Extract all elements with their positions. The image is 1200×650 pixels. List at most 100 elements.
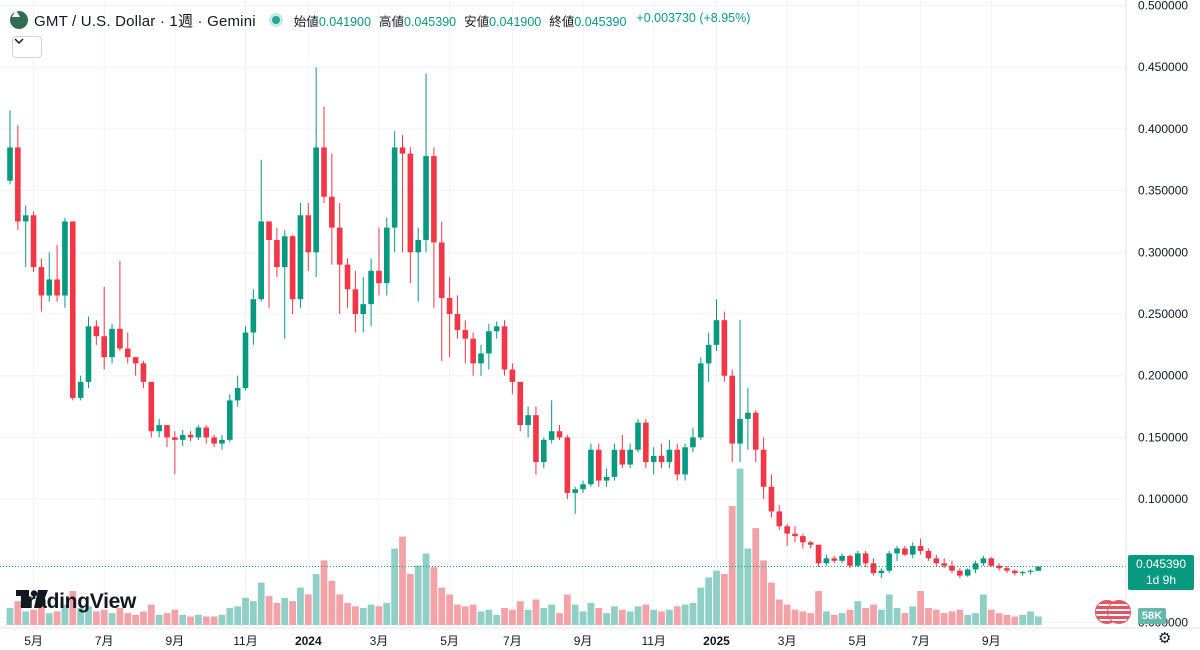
volume-bar (108, 613, 116, 625)
candle-body (698, 363, 704, 438)
volume-bar (516, 601, 524, 625)
candle-body (117, 328, 123, 349)
volume-bar (815, 591, 822, 625)
candle-body (870, 563, 877, 574)
candle-body (250, 299, 257, 333)
volume-bar (658, 611, 665, 625)
candle-body (85, 326, 92, 382)
volume-bar (595, 608, 603, 625)
candle-body (949, 565, 955, 571)
volume-bar (406, 574, 414, 625)
y-tick-label: 0.450000 (1138, 60, 1188, 74)
volume-bar (375, 606, 383, 625)
volume-bar (265, 596, 273, 625)
settings-gear-icon[interactable]: ⚙ (1158, 630, 1172, 647)
candle-body (988, 558, 995, 566)
collapse-legend-button[interactable] (12, 36, 42, 58)
volume-bar (61, 604, 69, 625)
volume-bar (422, 553, 430, 625)
candle-body (391, 147, 398, 228)
volume-bar (587, 602, 595, 625)
volume-bar (634, 606, 642, 625)
candle-body (776, 511, 783, 527)
candle-body (752, 412, 759, 450)
ohlc-high: 高値0.045390 (378, 14, 457, 29)
candle-body (195, 427, 202, 438)
y-tick-label: 0.350000 (1138, 184, 1188, 198)
candle-body (980, 558, 987, 564)
volume-bar (383, 602, 391, 625)
x-tick-label: 9月 (982, 634, 1001, 648)
candle-body (705, 344, 712, 364)
candle-body (815, 544, 822, 564)
candle-body (281, 236, 288, 268)
price-change: +0.003730 (+8.95%) (636, 10, 751, 25)
candle-body (297, 215, 304, 300)
volume-bar (948, 611, 956, 625)
y-tick-label: 0.150000 (1138, 430, 1188, 444)
volume-bar (187, 616, 194, 625)
tradingview-watermark[interactable]: TradingView (16, 590, 136, 614)
candle-body (140, 363, 147, 382)
candles (7, 67, 1042, 579)
volume-bar (752, 528, 760, 625)
volume-bar (155, 614, 163, 625)
candle-body (187, 434, 194, 438)
volume-bar (862, 608, 870, 625)
volume-bar (124, 613, 132, 625)
candle-body (909, 545, 916, 555)
candle-body (101, 336, 107, 358)
candle-body (666, 449, 673, 463)
volume-bar (885, 594, 893, 625)
volume-bar (532, 599, 540, 625)
volume-bar (524, 609, 532, 625)
candle-body (352, 289, 359, 314)
y-tick-label: 0.250000 (1138, 307, 1188, 321)
volume-bar (312, 574, 320, 625)
x-tick-label: 9月 (574, 634, 593, 648)
candle-body (1012, 570, 1018, 574)
volume-bar (77, 608, 85, 625)
volume-bar (485, 609, 493, 625)
x-tick-label: 5月 (848, 634, 867, 648)
candle-body (423, 156, 429, 240)
candle-body (902, 548, 908, 555)
y-tick-label: 0.100000 (1138, 492, 1188, 506)
volume-bar (650, 609, 658, 625)
candle-body (179, 434, 186, 440)
volume-bar (202, 616, 210, 625)
volume-bar (799, 611, 807, 625)
candle-body (124, 348, 131, 358)
candle-body (674, 449, 681, 475)
last-price-value: 0.045390 (1135, 557, 1187, 571)
x-axis: 5月 7月 9月 11月 2024 3月 5月 7月 9月 11月 2025 3月 5月 7月 9月 (0, 627, 1200, 648)
volume-bar (838, 613, 846, 625)
candle-body (855, 553, 861, 566)
candle-body (7, 147, 13, 181)
volume-bar (642, 604, 650, 625)
candle-body (211, 437, 217, 444)
candle-body (486, 331, 492, 354)
volume-bar (454, 604, 461, 625)
x-tick-label: 11月 (233, 634, 257, 648)
candle-body (431, 156, 437, 243)
x-tick-label: 7月 (911, 634, 930, 648)
volume-bar (980, 594, 987, 625)
candle-body (109, 328, 115, 358)
volume-bar (705, 577, 713, 625)
symbol-title[interactable]: GMT / U.S. Dollar · 1週 · Gemini (34, 12, 256, 30)
volume-bar (289, 601, 296, 625)
candle-body (784, 526, 790, 534)
candle-body (525, 415, 531, 426)
candle-body (407, 153, 414, 253)
candle-body (917, 545, 924, 551)
volume-bar (257, 582, 265, 625)
grid (0, 0, 1125, 628)
volume-bar (6, 608, 14, 625)
us-flag-icon[interactable] (1107, 600, 1131, 624)
volume-bar (893, 608, 901, 625)
candle-body (172, 437, 178, 440)
candle-body (164, 425, 170, 438)
ohlc-close: 終値0.045390 (549, 14, 627, 29)
